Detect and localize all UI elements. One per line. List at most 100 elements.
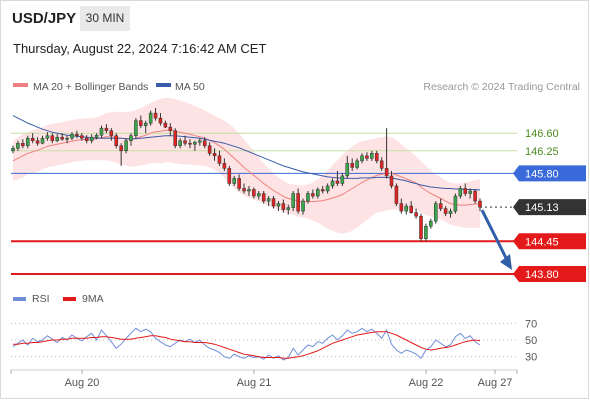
- candle-body: [129, 135, 133, 141]
- x-label-Aug 27: Aug 27: [478, 377, 513, 389]
- candle: [443, 206, 448, 217]
- candle: [468, 188, 472, 199]
- candle: [316, 187, 320, 199]
- candle-body: [124, 140, 128, 152]
- candle-body: [207, 145, 212, 154]
- candle-body: [281, 203, 286, 210]
- candle-body: [286, 207, 291, 210]
- candle-body: [94, 134, 99, 138]
- candle: [247, 185, 251, 197]
- candle: [355, 158, 359, 170]
- research-credit: Research © 2024 Trading Central: [423, 81, 580, 93]
- candle: [429, 218, 433, 229]
- candle-body: [463, 188, 468, 194]
- candle-body: [168, 126, 173, 131]
- candle-body: [266, 198, 271, 202]
- candle-body: [404, 205, 409, 212]
- rsi-line: [12, 327, 481, 361]
- candle: [163, 120, 168, 129]
- candle: [183, 135, 187, 146]
- candle-body: [370, 153, 374, 159]
- bollinger-area: [13, 98, 480, 234]
- candle: [458, 185, 463, 199]
- candle: [212, 148, 217, 161]
- candle-body: [45, 135, 50, 139]
- candle-body: [232, 178, 236, 184]
- candle: [478, 198, 482, 212]
- x-label-Aug 21: Aug 21: [237, 377, 272, 389]
- rsi-ma-legend-swatch: [63, 297, 76, 301]
- candle: [99, 125, 104, 139]
- candle-body: [360, 155, 364, 162]
- candle: [198, 138, 202, 146]
- candle: [45, 132, 50, 141]
- candle-body: [109, 130, 114, 136]
- candle: [11, 145, 15, 154]
- candle-body: [198, 140, 202, 143]
- ma50-legend-swatch: [156, 83, 171, 87]
- key-levels: [11, 132, 517, 275]
- candle-body: [65, 137, 69, 140]
- timeframe-badge[interactable]: 30 MIN: [80, 6, 130, 31]
- candle-body: [84, 137, 89, 141]
- candle: [168, 123, 173, 136]
- candle: [306, 191, 310, 204]
- candle-body: [438, 203, 443, 209]
- candle-body: [473, 190, 477, 202]
- candle-body: [478, 200, 482, 208]
- candle-body: [301, 200, 305, 212]
- candle: [340, 173, 345, 186]
- candle: [40, 135, 45, 145]
- rsi-ma-line: [13, 331, 481, 359]
- candle: [276, 201, 281, 212]
- candle: [104, 124, 109, 134]
- level-label-144.45: 144.45: [525, 236, 559, 248]
- candle: [433, 201, 438, 224]
- rsi-tick-70: 70: [525, 318, 537, 330]
- candle: [453, 193, 458, 214]
- rsi-panel: 70 50 30: [11, 318, 537, 364]
- bollinger-band: [13, 98, 480, 234]
- candle: [242, 183, 246, 194]
- candle: [75, 130, 79, 139]
- candle: [60, 133, 64, 141]
- level-label-146.25: 146.25: [525, 146, 559, 158]
- candle-body: [448, 210, 453, 214]
- candle-body: [153, 112, 158, 119]
- candle: [281, 199, 286, 213]
- candle: [21, 139, 25, 149]
- candle: [143, 120, 148, 134]
- candle-body: [468, 190, 472, 194]
- candle-body: [222, 163, 227, 169]
- candle: [55, 134, 60, 143]
- candle-body: [30, 137, 35, 141]
- candle-body: [424, 225, 428, 240]
- candle-body: [40, 137, 45, 144]
- candle: [70, 132, 74, 141]
- candle: [89, 134, 94, 144]
- x-axis: Aug 20 Aug 21 Aug 22 Aug 27: [10, 370, 518, 389]
- candle-body: [316, 189, 320, 197]
- candle: [148, 110, 153, 126]
- candle: [119, 143, 123, 166]
- ma20-legend-label: MA 20 + Bollinger Bands: [33, 81, 148, 93]
- candle: [379, 157, 384, 171]
- candle: [311, 189, 315, 199]
- candle: [139, 115, 143, 129]
- candle-body: [193, 141, 197, 145]
- level-label-146.60: 146.60: [525, 128, 559, 140]
- candle-body: [60, 136, 64, 140]
- ma50-legend-label: MA 50: [175, 81, 205, 93]
- candle-body: [384, 168, 389, 177]
- candle: [365, 152, 369, 161]
- candle-body: [365, 155, 369, 159]
- level-tag-144.45: [513, 233, 586, 250]
- candle-body: [134, 120, 138, 136]
- candle: [291, 191, 295, 212]
- candle-body: [227, 168, 232, 184]
- candle-body: [163, 122, 168, 128]
- forecast-arrow: [480, 209, 512, 270]
- candle: [232, 175, 236, 186]
- candle: [320, 185, 325, 194]
